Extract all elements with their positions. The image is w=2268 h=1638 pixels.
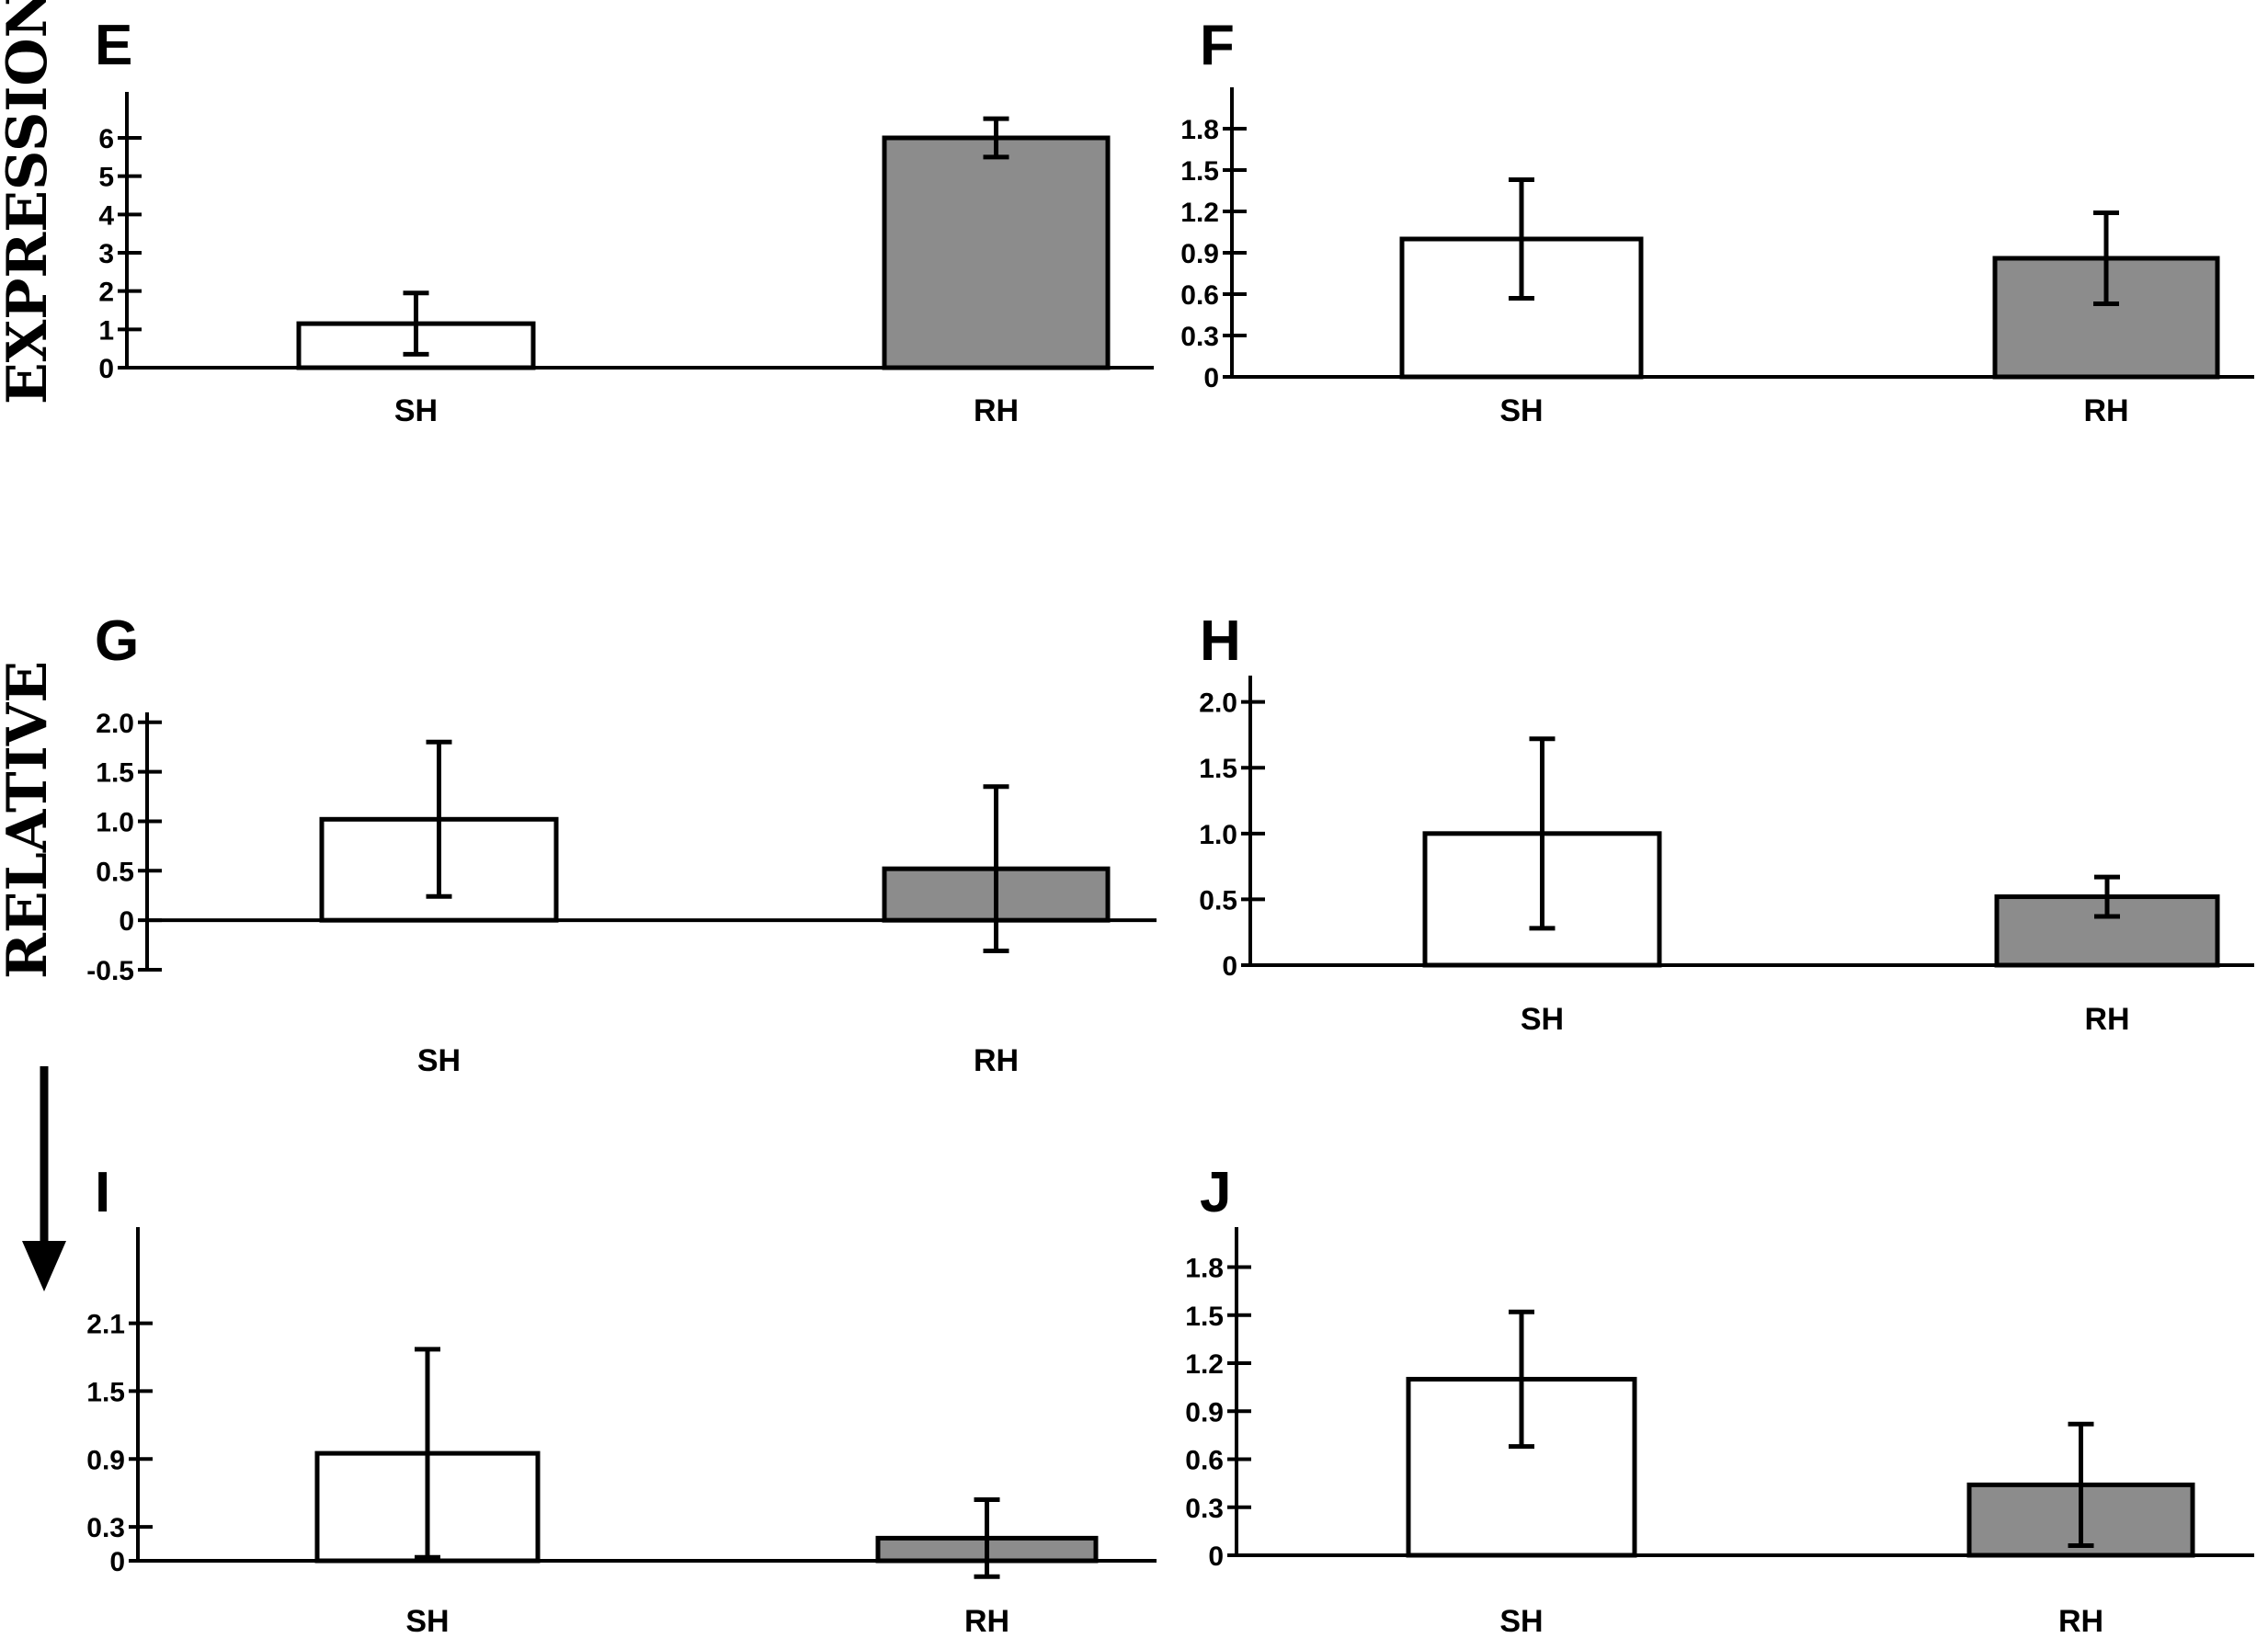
y-tick-label-e: 3 xyxy=(98,239,114,269)
y-tick-label-i: 0.9 xyxy=(86,1445,125,1475)
y-tick-label-g: 0 xyxy=(119,906,134,937)
category-label-rh-h: RH xyxy=(2084,1002,2129,1037)
y-tick-label-h: 0 xyxy=(1222,951,1237,982)
y-tick-label-g: -0.5 xyxy=(86,956,134,986)
y-tick-label-g: 0.5 xyxy=(96,857,134,887)
y-tick-label-f: 1.8 xyxy=(1180,115,1219,145)
category-label-rh-i: RH xyxy=(964,1604,1009,1638)
y-tick-label-f: 0.3 xyxy=(1180,322,1219,352)
category-label-rh-f: RH xyxy=(2083,393,2128,428)
y-tick-label-i: 2.1 xyxy=(86,1310,125,1340)
category-label-sh-h: SH xyxy=(1521,1002,1564,1037)
y-tick-label-f: 0.6 xyxy=(1180,280,1219,311)
y-tick-label-j: 0.3 xyxy=(1185,1494,1224,1524)
category-label-sh-e: SH xyxy=(394,393,438,428)
panel-letter-h: H xyxy=(1200,609,1241,673)
y-tick-label-g: 1.5 xyxy=(96,758,134,789)
category-label-sh-f: SH xyxy=(1499,393,1543,428)
panel-letter-e: E xyxy=(95,14,132,77)
y-tick-label-j: 1.5 xyxy=(1185,1302,1224,1332)
bar-rh-e xyxy=(882,135,1111,370)
y-tick-label-i: 0 xyxy=(109,1547,125,1577)
y-tick-label-f: 0 xyxy=(1203,363,1219,393)
y-tick-label-e: 0 xyxy=(98,354,114,384)
y-tick-label-j: 1.2 xyxy=(1185,1349,1224,1380)
y-tick-label-e: 2 xyxy=(98,278,114,308)
category-label-rh-j: RH xyxy=(2058,1604,2103,1638)
y-tick-label-j: 0.9 xyxy=(1185,1397,1224,1428)
y-tick-label-h: 2.0 xyxy=(1199,688,1237,719)
panel-letter-g: G xyxy=(95,609,139,673)
y-tick-label-g: 1.0 xyxy=(96,807,134,837)
y-tick-label-e: 6 xyxy=(98,124,114,154)
y-tick-label-i: 0.3 xyxy=(86,1513,125,1543)
category-label-sh-g: SH xyxy=(417,1043,461,1078)
panel-letter-j: J xyxy=(1200,1161,1231,1224)
panel-letter-f: F xyxy=(1200,14,1235,77)
y-tick-label-h: 1.0 xyxy=(1199,820,1237,850)
y-tick-label-e: 1 xyxy=(98,315,114,346)
y-tick-label-j: 0 xyxy=(1208,1541,1224,1572)
down-arrow-icon xyxy=(22,1066,66,1291)
y-tick-label-j: 0.6 xyxy=(1185,1446,1224,1476)
y-tick-label-e: 5 xyxy=(98,163,114,193)
y-tick-label-f: 0.9 xyxy=(1180,239,1219,269)
y-tick-label-h: 1.5 xyxy=(1199,754,1237,784)
y-tick-label-i: 1.5 xyxy=(86,1377,125,1407)
panel-letter-i: I xyxy=(95,1161,110,1224)
category-label-rh-e: RH xyxy=(974,393,1019,428)
y-tick-label-h: 0.5 xyxy=(1199,885,1237,916)
y-tick-label-f: 1.5 xyxy=(1180,156,1219,187)
y-tick-label-j: 1.8 xyxy=(1185,1254,1224,1284)
y-tick-label-f: 1.2 xyxy=(1180,198,1219,228)
category-label-sh-i: SH xyxy=(405,1604,449,1638)
category-label-rh-g: RH xyxy=(974,1043,1019,1078)
category-label-sh-j: SH xyxy=(1499,1604,1543,1638)
y-tick-label-g: 2.0 xyxy=(96,709,134,739)
y-tick-label-e: 4 xyxy=(98,200,114,231)
